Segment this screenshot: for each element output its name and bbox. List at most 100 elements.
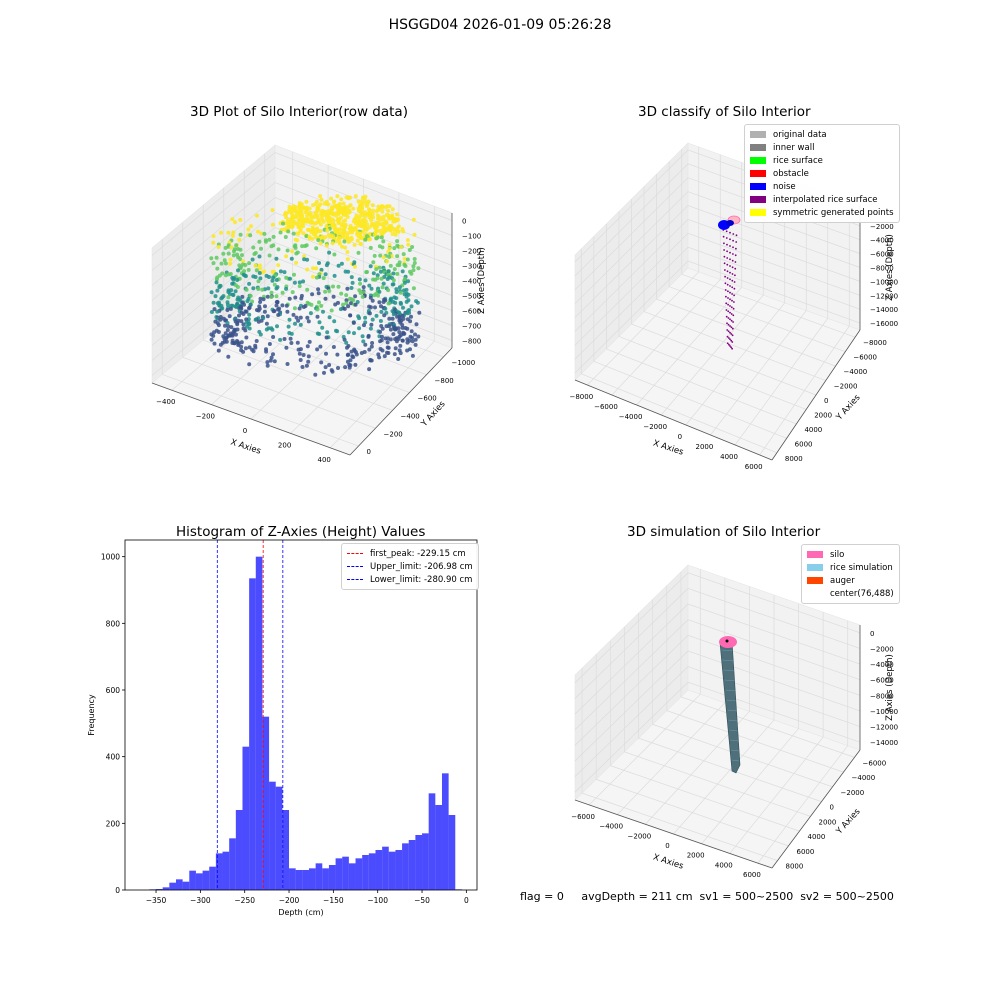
data-point	[377, 265, 382, 270]
interpolated-point	[726, 335, 729, 338]
grid-line	[574, 232, 861, 346]
data-point	[242, 302, 246, 307]
data-point	[259, 246, 263, 251]
data-point	[256, 287, 261, 291]
data-point	[341, 201, 346, 206]
data-point	[351, 355, 356, 360]
data-point	[313, 372, 318, 377]
data-point	[284, 215, 288, 220]
data-point	[385, 277, 390, 281]
data-point	[274, 294, 279, 299]
data-point	[271, 275, 276, 280]
data-point	[289, 256, 294, 261]
data-point	[256, 279, 261, 284]
data-point	[353, 362, 358, 367]
z-tick-label: −4000	[870, 661, 894, 669]
data-point	[330, 241, 335, 246]
interpolated-point	[731, 334, 734, 337]
legend-item: auger	[807, 574, 894, 587]
data-point	[388, 228, 393, 233]
rice-mesh-line	[726, 699, 737, 702]
data-point	[342, 230, 346, 235]
grid-line	[574, 205, 861, 318]
data-point	[239, 319, 244, 324]
y-tick-label: −2000	[834, 383, 858, 391]
data-point	[269, 290, 274, 295]
data-point	[241, 259, 246, 264]
grid-line	[151, 197, 453, 301]
data-point	[299, 296, 304, 301]
x-axis-line	[574, 799, 773, 869]
data-point	[355, 300, 360, 304]
data-point	[314, 266, 319, 271]
data-point	[321, 309, 325, 314]
data-point	[249, 224, 253, 229]
data-point	[337, 241, 342, 246]
data-point	[293, 295, 298, 300]
data-point	[311, 203, 315, 208]
data-point	[346, 330, 351, 335]
histogram-bar	[162, 887, 170, 890]
legend-label: original data	[773, 129, 827, 140]
data-point	[344, 293, 349, 298]
data-point	[251, 245, 256, 250]
data-point	[305, 315, 310, 320]
histogram-bar	[202, 870, 210, 890]
data-point	[244, 317, 249, 322]
data-point	[248, 293, 253, 298]
figure-title: HSGGD04 2026-01-09 05:26:28	[388, 17, 612, 33]
data-point	[371, 208, 376, 213]
data-point	[326, 202, 331, 207]
grid-line	[681, 273, 856, 338]
z-tick-label: −6000	[870, 677, 894, 685]
data-point	[319, 197, 324, 202]
data-point	[354, 352, 359, 357]
legend-line-first-peak	[347, 553, 363, 554]
y-tick-label: −6000	[853, 354, 877, 362]
data-point	[404, 299, 409, 304]
data-point	[285, 309, 290, 314]
data-point	[406, 242, 411, 247]
interpolated-point	[726, 263, 729, 266]
x-tick-label: −2000	[643, 423, 667, 431]
data-point	[227, 314, 232, 319]
data-point	[413, 337, 418, 342]
data-point	[310, 236, 315, 241]
x-tick-label: 4000	[720, 453, 738, 461]
data-point	[400, 338, 405, 343]
data-point	[264, 327, 269, 332]
data-point	[317, 300, 321, 305]
data-point	[402, 280, 407, 285]
grid-line	[151, 242, 453, 346]
data-point	[372, 293, 377, 298]
data-point	[212, 341, 217, 346]
data-point	[241, 312, 246, 316]
rice-mesh-line	[728, 719, 738, 722]
data-point	[323, 272, 328, 277]
y-tick-label: 1000	[101, 553, 120, 562]
classify-legend: original data inner wall rice surface ob…	[744, 124, 900, 223]
data-point	[238, 232, 243, 237]
data-point	[231, 230, 236, 235]
data-point	[226, 324, 231, 329]
data-point	[209, 337, 214, 342]
data-point	[353, 194, 358, 199]
grid-line	[574, 603, 861, 715]
interpolated-point	[729, 238, 731, 241]
data-point	[238, 257, 243, 262]
data-point	[226, 295, 231, 300]
data-point	[364, 213, 369, 218]
data-point	[247, 281, 252, 286]
y-tick-label: 2000	[814, 411, 832, 419]
data-point	[410, 339, 415, 344]
x-tick-label: 400	[318, 456, 331, 464]
histogram-bar	[342, 856, 349, 890]
interpolated-point	[730, 306, 733, 309]
data-point	[231, 253, 236, 258]
data-point	[394, 287, 399, 292]
data-point	[336, 221, 341, 225]
data-point	[396, 229, 401, 234]
rice-mesh-line	[725, 689, 737, 692]
data-point	[351, 206, 356, 211]
data-point	[228, 261, 233, 266]
